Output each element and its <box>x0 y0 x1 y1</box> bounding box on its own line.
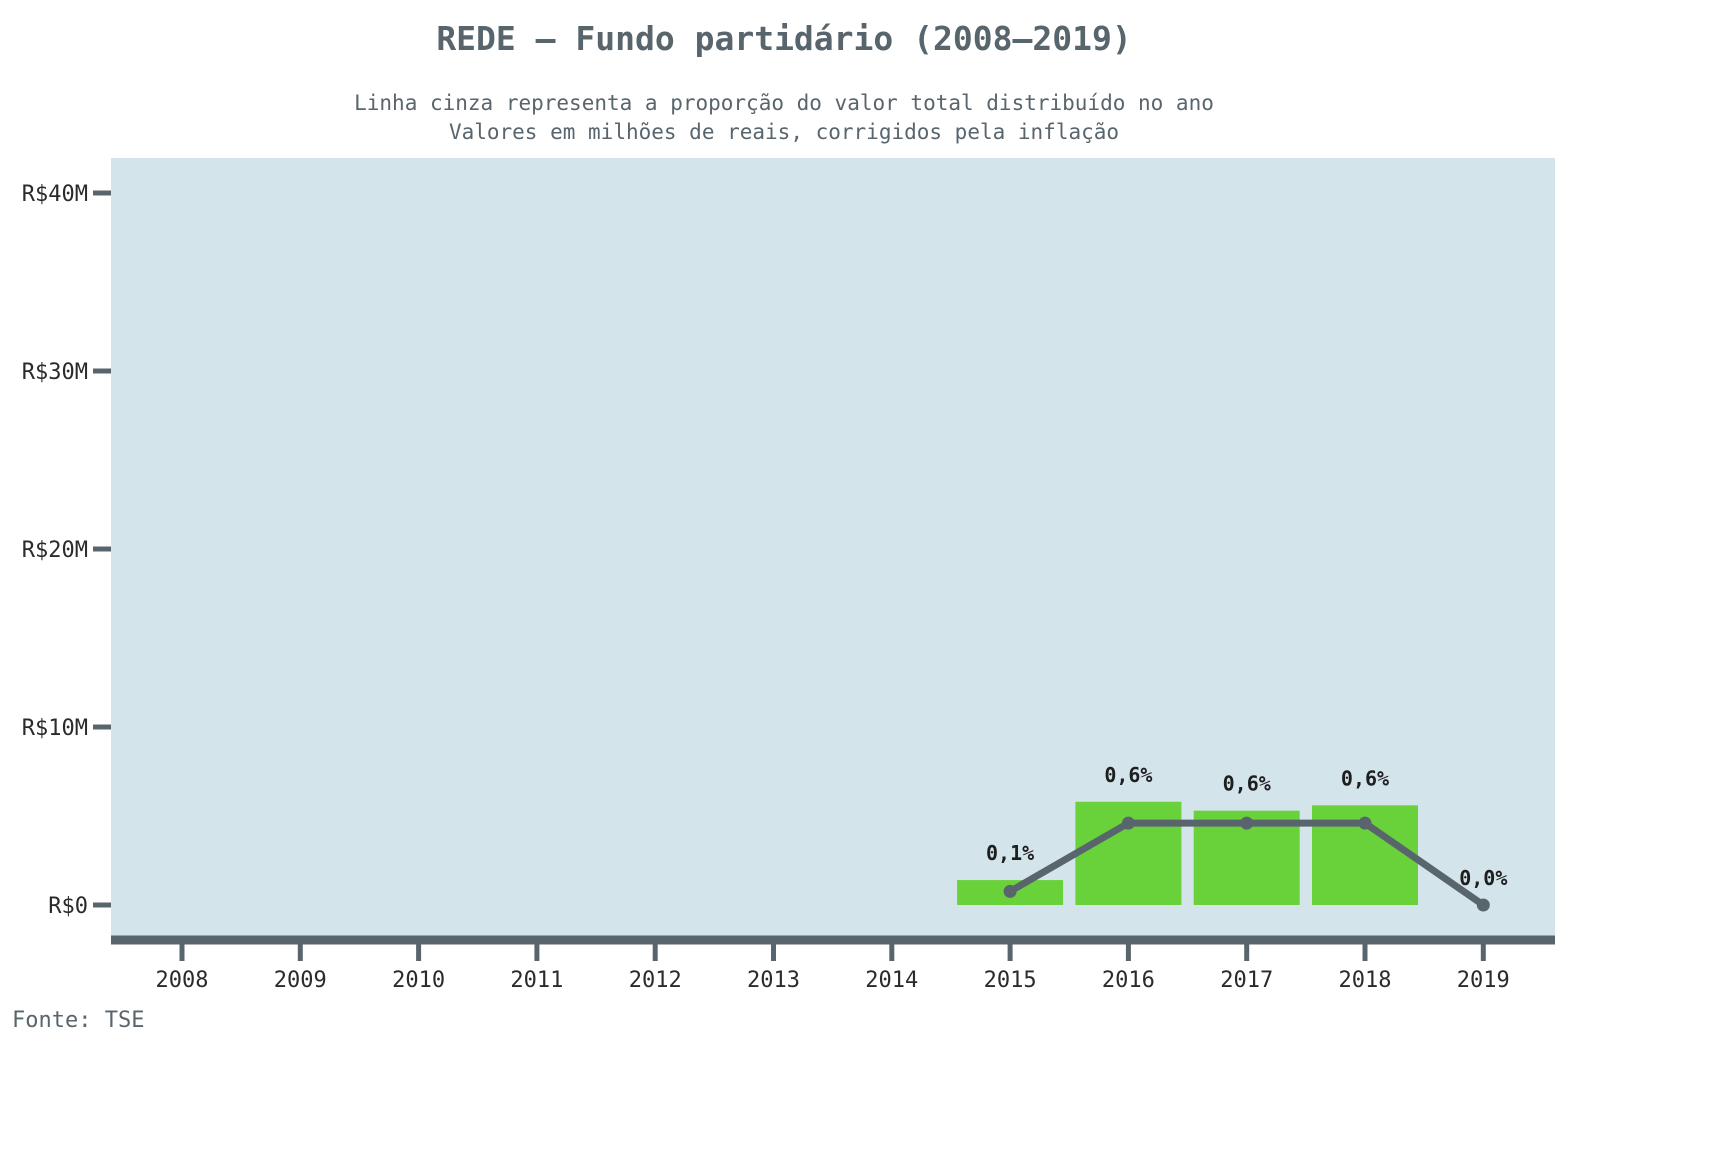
chart: REDE – Fundo partidário (2008–2019) Linh… <box>12 19 1555 1033</box>
data-label-2016: 0,6% <box>1104 763 1152 787</box>
x-tick-label-8: 2016 <box>1102 968 1155 993</box>
data-label-2017: 0,6% <box>1223 772 1271 796</box>
source-note: Fonte: TSE <box>12 1008 144 1033</box>
x-tick-label-10: 2018 <box>1339 968 1392 993</box>
x-tick-label-9: 2017 <box>1220 968 1273 993</box>
x-tick-label-4: 2012 <box>629 968 682 993</box>
x-tick-label-11: 2019 <box>1457 968 1510 993</box>
data-label-2015: 0,1% <box>986 841 1034 865</box>
line-point-2016 <box>1121 816 1135 830</box>
data-label-2018: 0,6% <box>1341 766 1389 790</box>
x-tick-label-6: 2014 <box>865 968 918 993</box>
x-tick-label-3: 2011 <box>510 968 563 993</box>
y-axis: R$0 R$10M R$20M R$30M R$40M <box>22 182 111 919</box>
x-tick-label-7: 2015 <box>984 968 1037 993</box>
chart-subtitle-line-1: Linha cinza representa a proporção do va… <box>354 91 1214 115</box>
x-tick-label-5: 2013 <box>747 968 800 993</box>
y-tick-label-3: R$30M <box>22 360 88 385</box>
chart-subtitle-line-2: Valores em milhões de reais, corrigidos … <box>449 120 1119 144</box>
line-point-2017 <box>1240 816 1254 830</box>
x-tick-label-0: 2008 <box>156 968 209 993</box>
line-point-2018 <box>1358 816 1372 830</box>
data-label-2019: 0,0% <box>1459 866 1507 890</box>
line-series: 0,1% 0,6% 0,6% 0,6% 0,0% <box>986 763 1507 912</box>
line-point-2019 <box>1476 898 1490 912</box>
y-tick-label-1: R$10M <box>22 716 88 741</box>
y-tick-label-4: R$40M <box>22 182 88 207</box>
x-tick-label-2: 2010 <box>392 968 445 993</box>
y-tick-label-2: R$20M <box>22 538 88 563</box>
x-tick-label-1: 2009 <box>274 968 327 993</box>
y-tick-label-0: R$0 <box>48 894 88 919</box>
line-point-2015 <box>1003 884 1017 898</box>
chart-title: REDE – Fundo partidário (2008–2019) <box>436 19 1131 58</box>
x-axis: 2008 2009 2010 2011 2012 2013 2014 2015 2016 2017… <box>111 935 1555 993</box>
